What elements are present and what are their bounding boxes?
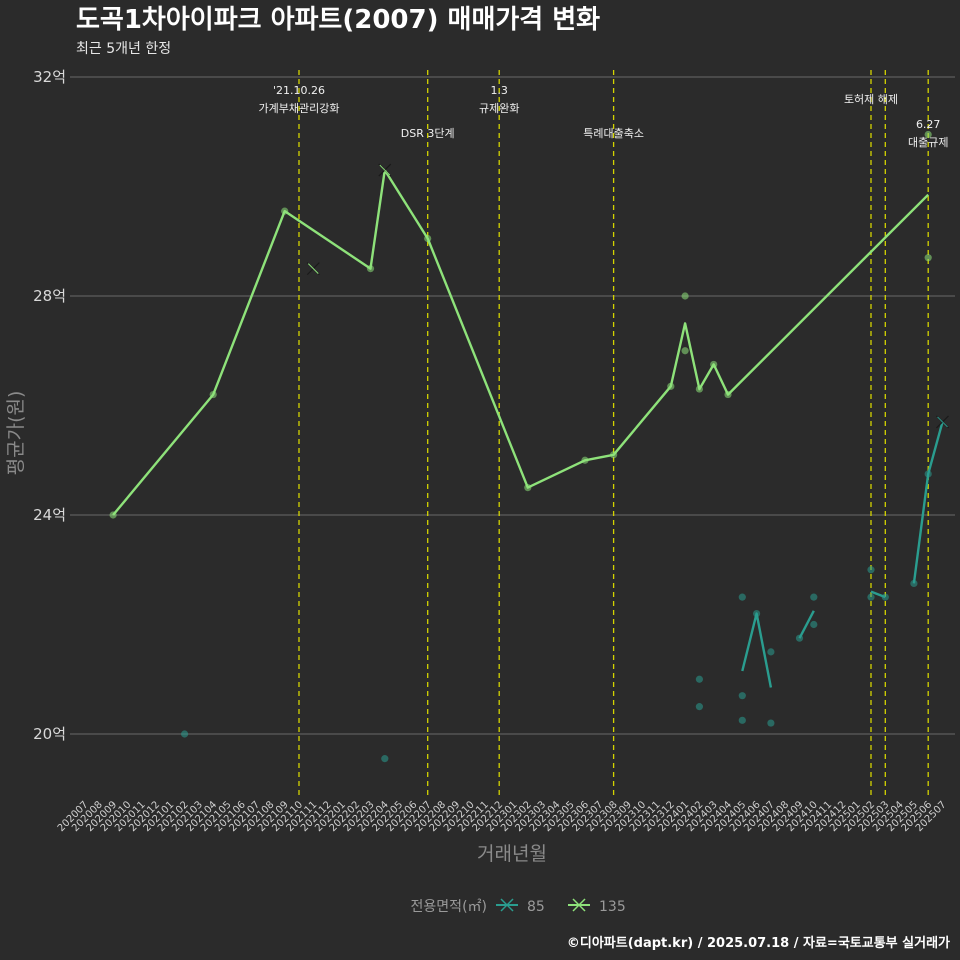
data-point (767, 648, 775, 656)
cross-point (306, 262, 320, 276)
chart-caption: ©디아파트(dapt.kr) / 2025.07.18 / 자료=국토교통부 실… (567, 935, 950, 951)
chart-title: 도곡1차아이파크 아파트(2007) 매매가격 변화 (76, 5, 600, 35)
data-point (910, 579, 918, 588)
series-line (741, 612, 773, 688)
data-point (738, 593, 746, 601)
data-point (881, 593, 889, 601)
legend-label: 85 (527, 899, 545, 915)
event-label: 6.27 (916, 118, 941, 131)
data-point (924, 470, 932, 478)
event-label: 규제완화 (479, 102, 519, 115)
y-tick-label: 28억 (33, 287, 66, 305)
data-point (610, 451, 618, 459)
data-point (810, 593, 818, 601)
legend-item-135: 135 (568, 898, 626, 915)
data-point (524, 484, 532, 492)
data-point (667, 382, 675, 390)
event-label: 대출규제 (908, 136, 948, 149)
y-tick-label: 32억 (33, 68, 66, 86)
data-point (810, 620, 818, 629)
data-point (867, 566, 875, 574)
cross-stroke (379, 164, 391, 176)
data-point (681, 347, 689, 355)
data-point (753, 609, 761, 618)
legend-label: 135 (599, 899, 626, 915)
data-point (381, 755, 389, 763)
grid-lines (70, 76, 955, 735)
data-point (281, 207, 289, 215)
series-line (798, 610, 815, 639)
cross-point (378, 163, 392, 177)
legend-item-85: 85 (496, 898, 545, 915)
data-point (924, 254, 932, 262)
y-axis-ticks: 20억 24억 28억 32억 (33, 68, 66, 743)
data-point (767, 719, 775, 727)
event-label: DSR 3단계 (401, 127, 455, 140)
data-point (695, 703, 704, 711)
y-axis-title: 평균가(원) (5, 391, 27, 476)
event-label: '21.10.26 (273, 84, 325, 97)
y-tick-label: 24억 (33, 506, 66, 524)
legend-title: 전용면적(㎡) (411, 899, 487, 915)
chart-subtitle: 최근 5개년 한정 (76, 41, 171, 57)
data-point (724, 390, 732, 399)
series-135 (109, 130, 932, 519)
data-point (581, 456, 589, 464)
x-axis-ticks: 2020072020082020092020102020112020122021… (56, 799, 949, 834)
data-point (209, 390, 217, 399)
cross-stroke (307, 263, 319, 274)
data-point (424, 234, 432, 243)
legend: 전용면적(㎡) 85 135 (411, 898, 626, 915)
data-point (795, 634, 804, 642)
policy-event-lines (298, 70, 929, 795)
series-layer (109, 130, 949, 763)
data-point (695, 385, 704, 393)
data-point (738, 692, 746, 700)
x-axis-title: 거래년월 (477, 843, 547, 865)
series-85 (181, 415, 949, 763)
data-point (867, 593, 875, 601)
y-tick-label: 20억 (33, 725, 66, 743)
data-point (695, 675, 704, 683)
data-point (738, 716, 746, 724)
legend-cross (572, 898, 586, 912)
legend-cross (500, 898, 514, 912)
data-point (924, 130, 932, 139)
event-label: 가계부채관리강화 (259, 102, 340, 115)
data-point (681, 292, 689, 300)
data-point (366, 265, 375, 273)
series-line (112, 168, 930, 516)
data-point (181, 730, 189, 738)
event-label: 특례대출축소 (583, 127, 644, 140)
data-point (710, 360, 718, 369)
event-label: 토허제 해제 (844, 92, 898, 106)
data-point (109, 511, 117, 519)
event-label: 1.3 (490, 84, 508, 97)
cross-stroke (937, 416, 948, 428)
cross-point (936, 415, 949, 429)
